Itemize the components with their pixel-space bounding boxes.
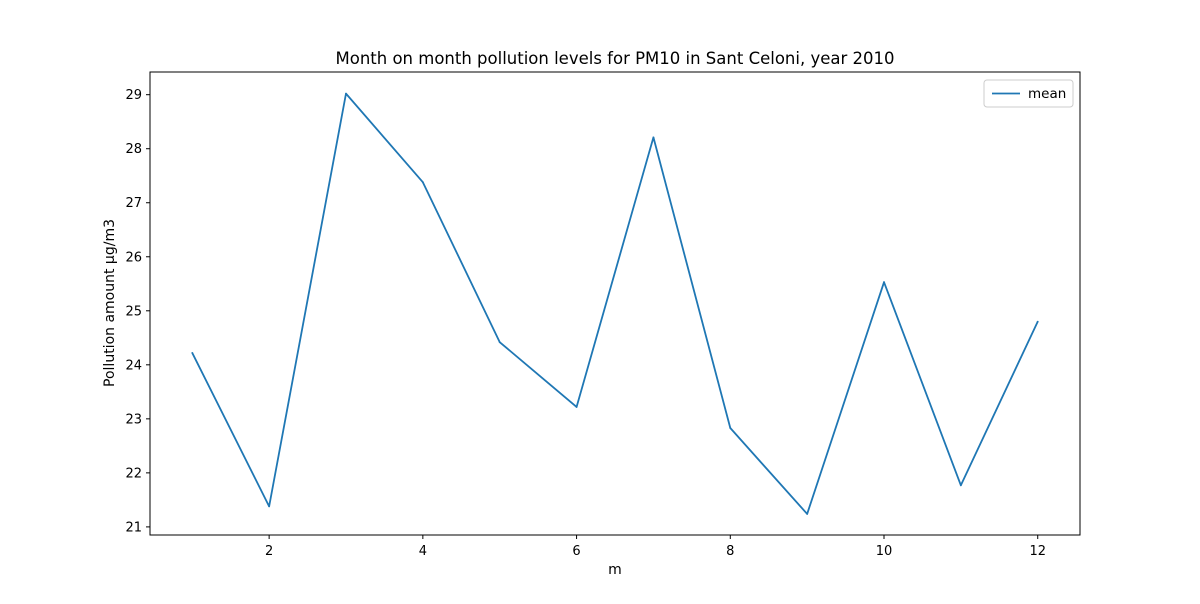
y-tick-label: 25	[125, 304, 142, 319]
y-tick-label: 29	[125, 88, 142, 103]
chart-title: Month on month pollution levels for PM10…	[335, 49, 894, 68]
data-point	[1037, 321, 1039, 323]
data-point	[729, 427, 731, 429]
data-point	[499, 341, 501, 343]
data-point	[345, 93, 347, 95]
y-tick-label: 26	[125, 250, 142, 265]
data-point	[883, 281, 885, 283]
data-point	[191, 352, 193, 354]
x-tick-label: 12	[1029, 544, 1046, 559]
y-tick-label: 21	[125, 520, 142, 535]
y-tick-label: 28	[125, 142, 142, 157]
y-tick-label: 23	[125, 412, 142, 427]
x-axis-label: m	[608, 562, 622, 578]
y-tick-label: 27	[125, 196, 142, 211]
x-tick-label: 2	[265, 544, 273, 559]
data-point	[268, 505, 270, 507]
y-axis-label: Pollution amount µg/m3	[102, 219, 118, 387]
data-point	[960, 484, 962, 486]
y-tick-label: 24	[125, 358, 142, 373]
data-point	[422, 181, 424, 183]
series-line-mean	[192, 94, 1037, 514]
x-tick-label: 10	[876, 544, 893, 559]
data-point	[576, 406, 578, 408]
legend-label: mean	[1028, 86, 1066, 102]
x-tick-label: 6	[572, 544, 580, 559]
data-point	[806, 513, 808, 515]
x-tick-label: 8	[726, 544, 734, 559]
data-point	[653, 136, 655, 138]
plot-frame	[150, 72, 1080, 535]
y-tick-label: 22	[125, 466, 142, 481]
x-tick-label: 4	[419, 544, 427, 559]
